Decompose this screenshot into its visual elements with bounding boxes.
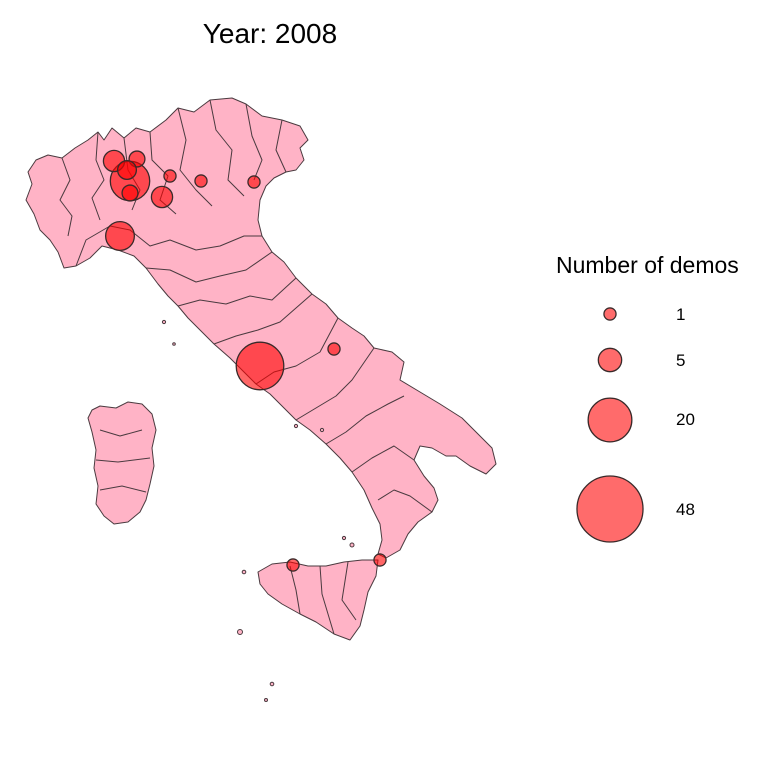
pavia-bubble xyxy=(121,184,139,202)
legend-symbol-48 xyxy=(576,475,644,543)
legend-label-20: 20 xyxy=(676,410,695,429)
legend-title: Number of demos xyxy=(556,252,739,278)
reggio-calabria-bubble xyxy=(373,553,387,567)
monza-bubble xyxy=(116,159,138,181)
legend-symbol-5 xyxy=(597,347,623,373)
legend-symbols xyxy=(576,307,644,543)
sicily xyxy=(257,559,379,641)
legend-label-5: 5 xyxy=(676,351,686,370)
brescia-bubble xyxy=(163,169,177,183)
piacenza-bubble xyxy=(150,185,174,209)
turin-bubble xyxy=(104,220,136,252)
pescara-bubble xyxy=(327,342,341,356)
legend-label-1: 1 xyxy=(676,305,686,324)
legend-symbol-20 xyxy=(587,397,633,443)
legend-label-48: 48 xyxy=(676,500,695,519)
venice-bubble xyxy=(247,175,261,189)
sardinia xyxy=(87,401,157,525)
mainland-italy xyxy=(25,97,497,559)
bubbles-layer xyxy=(102,149,387,572)
palermo-bubble xyxy=(286,558,300,572)
verona-bubble xyxy=(194,174,208,188)
map-title: Year: 2008 xyxy=(202,18,338,49)
legend-symbol-1 xyxy=(603,307,617,321)
rome-bubble xyxy=(235,341,285,391)
